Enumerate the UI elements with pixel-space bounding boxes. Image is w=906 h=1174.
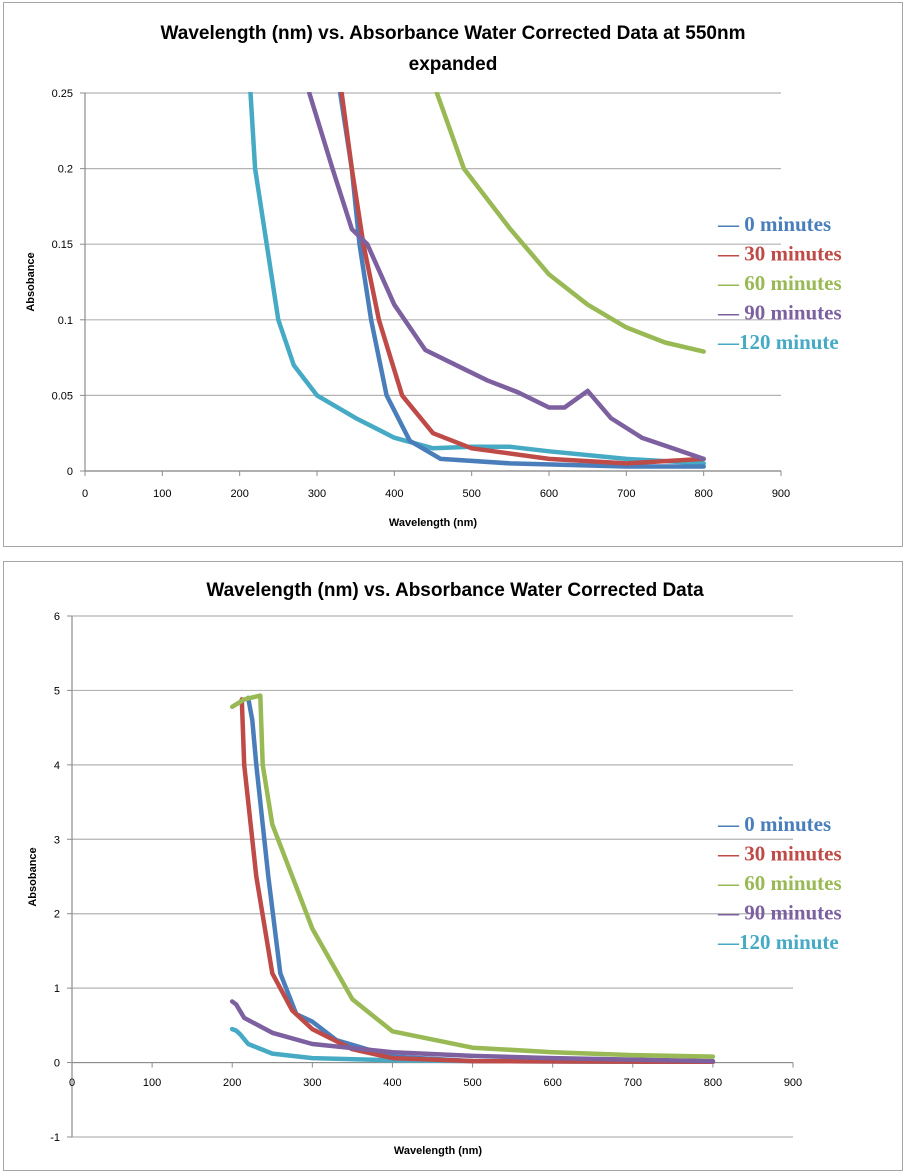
chart-title-line-1: Wavelength (nm) vs. Absorbance Water Cor… (161, 23, 746, 44)
y-axis-label: Absobance (25, 252, 37, 311)
x-tick-label: 300 (308, 488, 326, 500)
y-tick-label: 0.05 (52, 390, 73, 402)
x-tick-label: 300 (303, 1077, 321, 1089)
x-tick-label: 500 (462, 488, 480, 500)
y-tick-label: 0 (54, 1058, 60, 1070)
x-tick-label: 100 (143, 1077, 161, 1089)
y-tick-label: 0 (67, 466, 73, 478)
legend-entry-0-minutes: — 0 minutes (717, 212, 831, 236)
y-axis-label: Absobance (27, 847, 39, 906)
y-tick-label: 0.15 (52, 239, 73, 251)
legend-entry-90-minutes: — 90 minutes (717, 301, 842, 325)
y-tick-label: 0.1 (58, 315, 73, 327)
x-axis-label: Wavelength (nm) (394, 1145, 483, 1157)
x-tick-label: 200 (230, 488, 248, 500)
chart-title-line-2: expanded (409, 54, 498, 75)
x-tick-label: 600 (540, 488, 558, 500)
x-tick-label: 800 (694, 488, 712, 500)
y-tick-label: 3 (54, 834, 60, 846)
legend-entry-0-minutes: — 0 minutes (717, 812, 831, 836)
x-tick-label: 200 (223, 1077, 241, 1089)
x-tick-label: 700 (617, 488, 635, 500)
series-line-30-minutes (239, 697, 716, 1065)
y-tick-label: -1 (50, 1132, 60, 1144)
x-tick-label: 700 (624, 1077, 642, 1089)
legend-entry-120-minute: —120 minute (717, 330, 839, 354)
x-tick-label: 0 (82, 488, 88, 500)
y-tick-label: 0.25 (52, 88, 73, 100)
series-line-90-minutes (229, 999, 716, 1064)
x-tick-label: 800 (704, 1077, 722, 1089)
y-tick-label: 2 (54, 909, 60, 921)
x-tick-label: 100 (153, 488, 171, 500)
y-tick-label: 5 (54, 685, 60, 697)
x-tick-label: 600 (543, 1077, 561, 1089)
y-tick-label: 0.2 (58, 164, 73, 176)
series-line-90-minutes (307, 92, 706, 462)
legend-entry-120-minute: —120 minute (717, 930, 839, 954)
x-tick-label: 900 (772, 488, 790, 500)
legend-entry-30-minutes: — 30 minutes (717, 842, 842, 866)
y-tick-label: 6 (54, 611, 60, 623)
legend-entry-60-minutes: — 60 minutes (717, 271, 842, 295)
chart-expanded: Wavelength (nm) vs. Absorbance Water Cor… (25, 23, 842, 529)
y-tick-label: 4 (54, 760, 60, 772)
legend-entry-60-minutes: — 60 minutes (717, 871, 842, 895)
legend-entry-90-minutes: — 90 minutes (717, 901, 842, 925)
x-tick-label: 0 (69, 1077, 75, 1089)
series-line-0-minutes (337, 92, 706, 469)
series-line-0-minutes (245, 695, 716, 1065)
series-line-60-minutes (434, 92, 706, 354)
series-line-60-minutes (229, 693, 716, 1059)
y-tick-label: 1 (54, 983, 60, 995)
x-tick-label: 400 (385, 488, 403, 500)
series-line-30-minutes (339, 92, 706, 466)
x-tick-label: 400 (383, 1077, 401, 1089)
chart-full: Wavelength (nm) vs. Absorbance Water Cor… (27, 580, 842, 1157)
chart-panel-full (3, 561, 903, 1171)
x-tick-label: 900 (784, 1077, 802, 1089)
series-line-120-minute (248, 92, 706, 466)
chart-title: Wavelength (nm) vs. Absorbance Water Cor… (206, 580, 704, 601)
x-axis-label: Wavelength (nm) (389, 517, 478, 529)
legend-entry-30-minutes: — 30 minutes (717, 242, 842, 266)
x-tick-label: 500 (463, 1077, 481, 1089)
